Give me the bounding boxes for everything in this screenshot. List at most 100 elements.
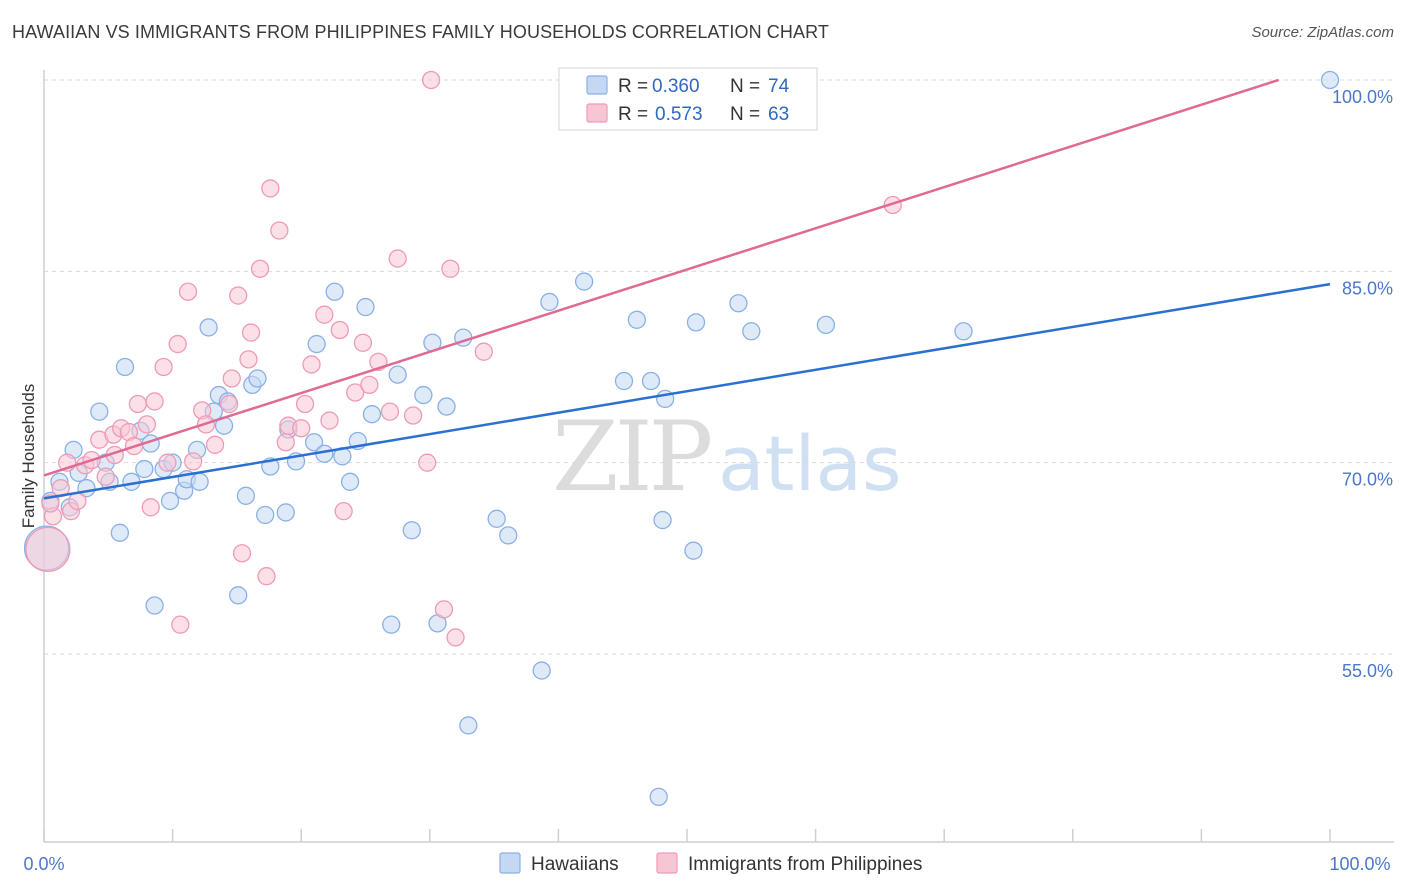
x-tick-label-max: 100.0% <box>1329 854 1390 874</box>
legend-n-value-0: 74 <box>768 76 790 97</box>
hawaiians-point <box>540 292 559 312</box>
philippines-point <box>184 452 203 471</box>
hawaiians-point <box>388 365 407 384</box>
legend-n-label-1: N = <box>730 104 760 125</box>
hawaiians-point <box>90 402 109 421</box>
philippines-point <box>205 435 225 454</box>
philippines-point <box>276 433 295 452</box>
y-tick-label: 55.0% <box>1342 661 1393 681</box>
hawaiians-point <box>649 787 668 807</box>
hawaiians-point <box>487 509 506 528</box>
hawaiians-point <box>325 282 344 301</box>
x-axis-ticks <box>43 829 1331 842</box>
philippines-point <box>270 221 289 240</box>
philippines-point <box>334 501 353 521</box>
philippines-point <box>229 286 248 305</box>
philippines-point <box>168 334 187 354</box>
philippines-point <box>292 419 311 438</box>
hawaiians-point <box>414 385 433 405</box>
hawaiians-trend-line <box>43 282 1331 500</box>
bottom-legend-label-philippines: Immigrants from Philippines <box>688 854 922 875</box>
philippines-point <box>241 323 261 342</box>
hawaiians-point <box>304 433 324 452</box>
philippines-point <box>250 259 270 278</box>
y-axis-label: Family Households <box>19 384 38 529</box>
philippines-point <box>158 453 177 472</box>
correlation-legend: R = 0.360 N = 74 R = 0.573 N = 63 <box>558 67 818 131</box>
hawaiians-point <box>627 310 646 329</box>
x-tick-label-min: 0.0% <box>23 854 64 874</box>
philippines-point <box>171 615 190 634</box>
philippines-point <box>346 383 365 402</box>
philippines-trend-line <box>43 78 1279 477</box>
hawaiians-point <box>382 615 401 634</box>
y-axis-tick-labels: 55.0% 70.0% 85.0% 100.0% <box>1332 87 1393 681</box>
philippines-point <box>474 342 493 361</box>
hawaiians-point <box>742 322 761 341</box>
bottom-legend-swatch-philippines <box>656 852 678 874</box>
hawaiians-point <box>684 541 703 560</box>
y-tick-label: 70.0% <box>1342 470 1393 490</box>
hawaiians-point <box>256 505 275 525</box>
legend-r-value-0: 0.360 <box>652 76 700 97</box>
series-legend: Hawaiians Immigrants from Philippines <box>499 852 922 875</box>
hawaiians-point <box>614 371 634 391</box>
philippines-point <box>141 498 160 517</box>
philippines-point <box>25 526 71 573</box>
philippines-point <box>320 411 339 430</box>
hawaiians-point <box>307 334 326 354</box>
chart-title: HAWAIIAN VS IMMIGRANTS FROM PHILIPPINES … <box>12 22 829 42</box>
svg-text:ZIP: ZIP <box>552 401 711 513</box>
source-credit: Source: ZipAtlas.com <box>1251 24 1394 41</box>
hawaiians-point <box>248 369 267 388</box>
philippines-point <box>441 259 460 278</box>
philippines-point <box>96 467 115 486</box>
hawaiians-point <box>135 459 154 479</box>
philippines-point <box>261 179 280 198</box>
philippines-point <box>434 600 454 619</box>
legend-n-value-1: 63 <box>768 104 789 125</box>
philippines-point <box>137 415 157 434</box>
philippines-point <box>446 628 465 647</box>
philippines-point <box>178 282 198 301</box>
hawaiians-point <box>229 586 248 605</box>
philippines-point <box>154 357 173 377</box>
bottom-legend-label-hawaiians: Hawaiians <box>531 854 619 875</box>
legend-r-label-0: R = <box>618 76 648 97</box>
y-tick-label: 85.0% <box>1342 278 1393 298</box>
hawaiians-point <box>340 472 360 491</box>
philippines-point <box>403 406 423 425</box>
hawaiians-point <box>190 472 209 491</box>
philippines-point <box>128 394 148 414</box>
hawaiians-point <box>729 294 748 313</box>
hawaiians-point <box>145 596 164 615</box>
hawaiians-point <box>110 523 130 542</box>
hawaiians-point <box>653 510 672 530</box>
bottom-legend-swatch-hawaiians <box>499 852 521 874</box>
legend-n-label-0: N = <box>730 76 760 97</box>
hawaiians-point <box>236 486 256 505</box>
philippines-point <box>421 70 441 90</box>
legend-swatch-philippines <box>586 103 608 123</box>
hawaiians-point <box>356 297 375 317</box>
legend-swatch-hawaiians <box>586 75 608 95</box>
philippines-point <box>388 249 407 268</box>
hawaiians-point <box>641 371 661 391</box>
legend-r-value-1: 0.573 <box>655 104 703 125</box>
hawaiians-point <box>437 397 456 416</box>
hawaiians-point <box>115 357 135 377</box>
hawaiians-point <box>276 503 295 522</box>
watermark: ZIP atlas <box>552 401 902 513</box>
hawaiians-point <box>499 526 518 545</box>
hawaiians-point <box>362 405 382 424</box>
hawaiians-point <box>574 272 594 291</box>
hawaiians-point <box>686 313 706 332</box>
philippines-point <box>257 567 276 586</box>
hawaiians-point <box>816 315 836 335</box>
legend-r-label-1: R = <box>618 104 648 125</box>
philippines-point <box>315 305 334 324</box>
philippines-point <box>239 350 258 369</box>
philippines-point <box>145 392 164 411</box>
philippines-point <box>380 402 400 421</box>
